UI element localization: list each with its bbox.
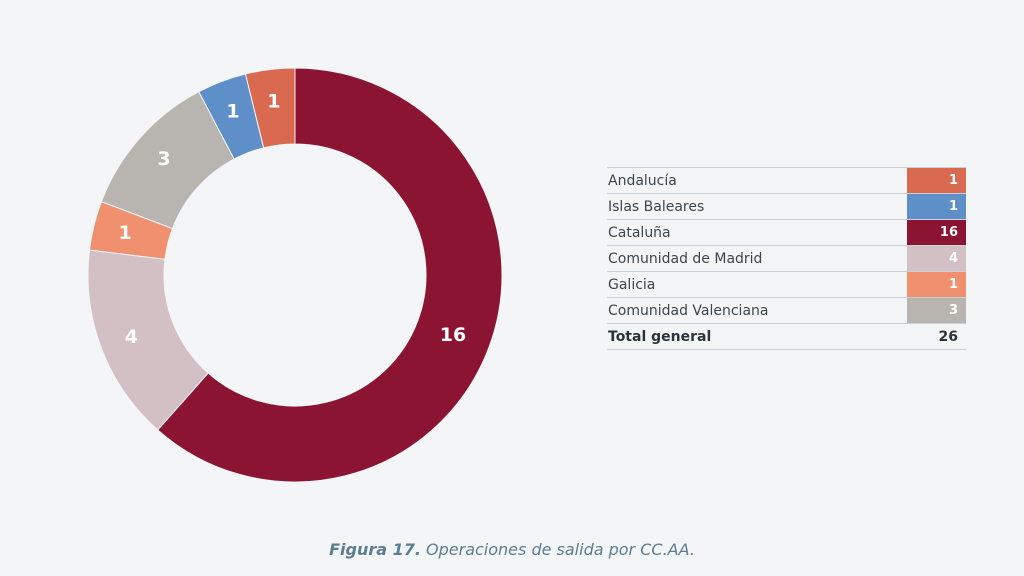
table-row: Comunidad de Madrid 4 bbox=[607, 245, 966, 272]
table-row: Galicia 1 bbox=[607, 271, 966, 298]
region-name: Galicia bbox=[607, 271, 907, 298]
slice-andaluc-a bbox=[244, 67, 296, 149]
slice-value-label: 1 bbox=[226, 100, 239, 122]
table-row: Andalucía 1 bbox=[607, 167, 966, 194]
slice-value-label: 3 bbox=[157, 148, 170, 170]
total-value: 26 bbox=[907, 323, 966, 350]
region-name: Andalucía bbox=[607, 167, 907, 194]
slice-catalu-a bbox=[157, 67, 503, 483]
region-value: 4 bbox=[907, 245, 966, 272]
legend-table: Andalucía 1 Islas Baleares 1 Cataluña 16 Comun… bbox=[607, 167, 966, 350]
figure-caption: Figura 17. Operaciones de salida por CC.… bbox=[0, 540, 1024, 559]
region-value: 1 bbox=[907, 167, 966, 194]
slice-value-label: 1 bbox=[118, 222, 131, 244]
region-name: Islas Baleares bbox=[607, 193, 907, 220]
region-value: 16 bbox=[907, 219, 966, 246]
figure-title: Operaciones de salida por CC.AA. bbox=[426, 540, 695, 559]
slice-value-label: 1 bbox=[267, 90, 280, 112]
slice-value-label: 16 bbox=[440, 324, 466, 346]
region-name: Cataluña bbox=[607, 219, 907, 246]
region-value: 3 bbox=[907, 297, 966, 324]
table-row: Cataluña 16 bbox=[607, 219, 966, 246]
region-name: Comunidad de Madrid bbox=[607, 245, 907, 272]
region-name: Comunidad Valenciana bbox=[607, 297, 907, 324]
table-row: Comunidad Valenciana 3 bbox=[607, 297, 966, 324]
region-value: 1 bbox=[907, 193, 966, 220]
slice-value-label: 4 bbox=[125, 326, 138, 348]
total-label: Total general bbox=[607, 323, 907, 350]
region-value: 1 bbox=[907, 271, 966, 298]
figure-number: Figura 17. bbox=[329, 540, 421, 559]
donut-chart: 16 4 1 3 1 1 bbox=[87, 67, 503, 483]
total-row: Total general 26 bbox=[607, 323, 966, 350]
table-row: Islas Baleares 1 bbox=[607, 193, 966, 220]
